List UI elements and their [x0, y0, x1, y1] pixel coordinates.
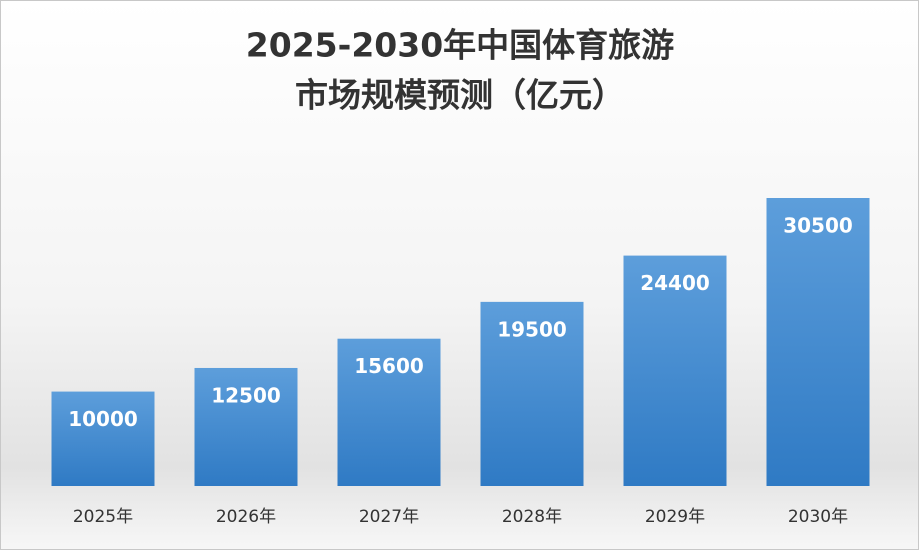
bar: [51, 391, 155, 486]
value-label: 30500: [783, 214, 853, 238]
x-tick-label: 2028年: [502, 507, 562, 527]
value-label: 24400: [640, 271, 710, 295]
bar: [337, 338, 441, 486]
x-tick-label: 2026年: [216, 507, 276, 527]
x-tick-label: 2029年: [645, 507, 705, 527]
bar: [480, 301, 584, 486]
chart-title: 2025-2030年中国体育旅游: [246, 26, 674, 65]
value-label: 15600: [354, 354, 424, 378]
x-tick-label: 2030年: [788, 507, 848, 527]
value-label: 12500: [211, 383, 281, 407]
bar: [766, 198, 870, 486]
value-label: 10000: [68, 407, 138, 431]
value-label: 19500: [497, 317, 567, 341]
chart-title: 市场规模预测（亿元）: [295, 76, 625, 115]
x-tick-label: 2025年: [73, 507, 133, 527]
x-tick-label: 2027年: [359, 507, 419, 527]
bar: [194, 367, 298, 486]
bar: [623, 255, 727, 486]
